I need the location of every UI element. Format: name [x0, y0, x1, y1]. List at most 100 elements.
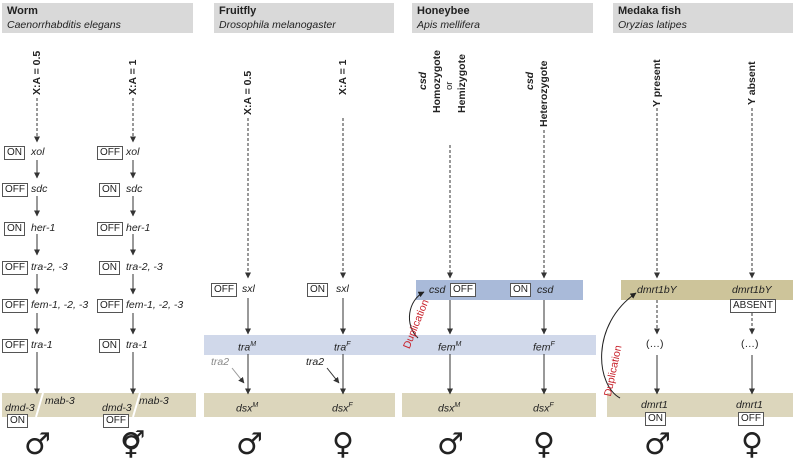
state-off-box: OFF — [2, 183, 28, 197]
gene-sdc: sdc — [31, 183, 48, 195]
gene-her-1: her-1 — [126, 222, 151, 234]
tra-fem-band — [204, 335, 596, 355]
gene-unknown-intermediate: (…) — [741, 338, 759, 350]
gene-tra2: tra2 — [306, 356, 325, 368]
condition-y-absent: Y absent — [746, 61, 758, 105]
condition-csd-label: csd — [417, 72, 429, 90]
state-off-box: OFF — [2, 299, 28, 313]
csd-label: csd — [524, 71, 536, 90]
female-superscript: F — [549, 402, 554, 409]
state-absent-box: ABSENT — [730, 299, 777, 313]
worm-output-band — [2, 393, 196, 417]
gene-csd: csd — [429, 284, 446, 296]
worm-panel-header: Worm Caenorrhabditis elegans — [2, 3, 193, 33]
gene-name: dsx — [533, 402, 550, 415]
male-superscript: M — [455, 341, 462, 348]
panel-species: Caenorrhabditis elegans — [7, 19, 121, 31]
gene-unknown-intermediate: (…) — [646, 338, 664, 350]
state-off-box: OFF — [97, 146, 123, 160]
state-on-box: ON — [307, 283, 328, 297]
gene-dsx-female: dsxF — [332, 399, 353, 416]
condition-xa1-worm: X:A = 1 — [127, 59, 139, 96]
gene-sxl: sxl — [336, 283, 349, 295]
state-on-box: ON — [4, 146, 25, 160]
bee-output-band — [402, 393, 596, 417]
gene-dsx-male: dsxM — [236, 399, 258, 416]
panel-species: Oryzias latipes — [618, 19, 687, 31]
state-on-box: ON — [99, 339, 120, 353]
fly-panel-header: Fruitfly Drosophila melanogaster — [214, 3, 394, 33]
gene-fem: fem-1, -2, -3 — [31, 299, 89, 311]
gene-fem-female: femF — [533, 338, 555, 355]
gene-mab-3: mab-3 — [139, 395, 169, 407]
gene-tra-male: traM — [238, 338, 256, 355]
hermaphrodite-symbol: ♀ ♂ — [120, 426, 145, 462]
condition-xa05-worm: X:A = 0.5 — [31, 50, 43, 95]
fly-output-band — [204, 393, 395, 417]
male-superscript: M — [454, 402, 461, 409]
condition-csd-label-2: csd — [524, 72, 536, 90]
female-symbol-part: ♀ — [120, 427, 142, 462]
gene-tra-1: tra-1 — [126, 339, 148, 351]
dmrt1bY-band — [621, 280, 793, 300]
gene-fem-male: femM — [438, 338, 461, 355]
condition-y-present: Y present — [651, 59, 663, 107]
gene-csd: csd — [537, 284, 554, 296]
gene-fem: fem-1, -2, -3 — [126, 299, 184, 311]
male-symbol: ♂ — [437, 427, 464, 462]
state-off-box: OFF — [97, 222, 123, 236]
fish-panel-header: Medaka fish Oryzias latipes — [613, 3, 793, 33]
panel-species: Apis mellifera — [417, 19, 481, 31]
female-symbol: ♀ — [741, 427, 763, 462]
gene-dmd-3: dmd-3 — [102, 402, 132, 414]
gene-dsx-female: dsxF — [533, 399, 554, 416]
gene-tra2-inactive: tra2 — [211, 356, 230, 368]
gene-name: dsx — [332, 402, 349, 415]
gene-sxl: sxl — [242, 283, 255, 295]
state-on-box: ON — [4, 222, 25, 236]
condition-homozygote: Homozygote — [431, 50, 443, 113]
female-symbol: ♀ — [533, 427, 555, 462]
state-off-box: OFF — [450, 283, 476, 297]
state-off-box: OFF — [2, 261, 28, 275]
condition-xa05-fly: X:A = 0.5 — [242, 70, 254, 115]
gene-tra-2-3: tra-2, -3 — [31, 261, 68, 273]
gene-mab-3: mab-3 — [45, 395, 75, 407]
male-superscript: M — [250, 341, 257, 348]
bee-panel-header: Honeybee Apis mellifera — [412, 3, 593, 33]
gene-sdc: sdc — [126, 183, 143, 195]
gene-name: fem — [533, 341, 551, 354]
condition-or: or — [444, 82, 455, 90]
gene-dmrt1: dmrt1 — [641, 399, 668, 411]
male-superscript: M — [252, 402, 259, 409]
state-off-box: OFF — [103, 414, 129, 428]
gene-tra-female: traF — [334, 338, 351, 355]
panel-title: Medaka fish — [618, 5, 681, 17]
state-on-box: ON — [510, 283, 531, 297]
state-off-box: OFF — [211, 283, 237, 297]
state-off-box: OFF — [2, 339, 28, 353]
gene-dmrt1: dmrt1 — [736, 399, 763, 411]
male-symbol: ♂ — [644, 427, 671, 462]
gene-tra-1: tra-1 — [31, 339, 53, 351]
state-on-box: ON — [7, 414, 28, 428]
panel-title: Fruitfly — [219, 5, 257, 17]
gene-her-1: her-1 — [31, 222, 56, 234]
female-superscript: F — [348, 402, 353, 409]
gene-tra-2-3: tra-2, -3 — [126, 261, 163, 273]
state-off-box: OFF — [97, 299, 123, 313]
gene-name: dsx — [236, 402, 253, 415]
male-symbol: ♂ — [236, 427, 263, 462]
gene-dsx-male: dsxM — [438, 399, 460, 416]
condition-heterozygote: Heterozygote — [538, 60, 550, 127]
gene-xol: xol — [126, 146, 140, 158]
gene-dmrt1bY: dmrt1bY — [732, 284, 772, 296]
gene-name: tra — [238, 341, 251, 354]
panel-title: Honeybee — [417, 5, 470, 17]
or-label: or — [444, 81, 455, 90]
condition-hemizygote: Hemizygote — [456, 54, 468, 113]
gene-dmrt1bY: dmrt1bY — [637, 284, 677, 296]
gene-dmd-3: dmd-3 — [5, 402, 35, 414]
panel-title: Worm — [7, 5, 38, 17]
gene-xol: xol — [31, 146, 45, 158]
